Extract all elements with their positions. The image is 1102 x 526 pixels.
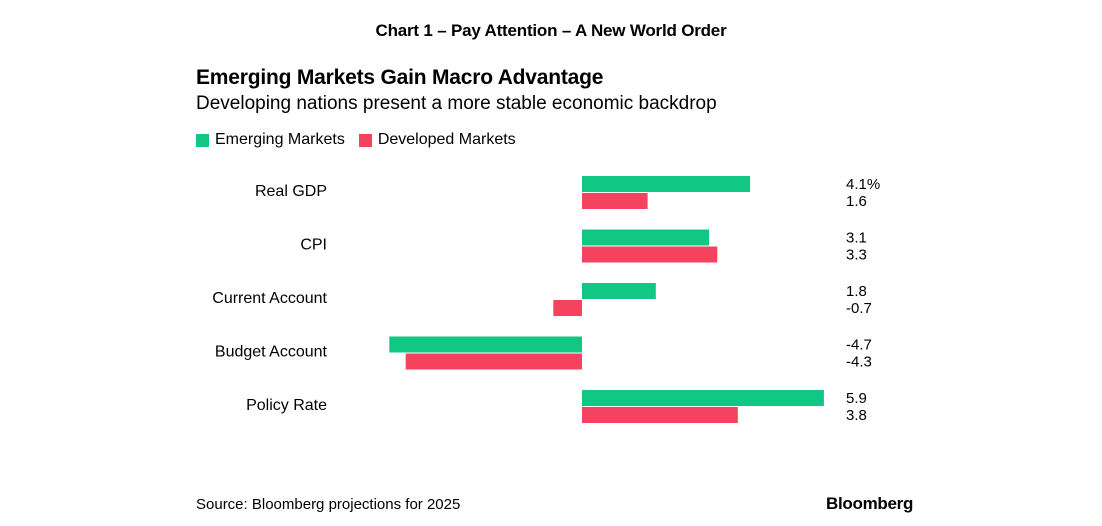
bar-emerging-markets-current-account bbox=[582, 283, 656, 299]
legend-swatch-developed bbox=[358, 133, 372, 147]
category-label-current-account: Current Account bbox=[212, 290, 327, 307]
legend-item-emerging: Emerging Markets bbox=[196, 131, 345, 149]
bar-emerging-markets-real-gdp bbox=[582, 176, 751, 192]
chart-title: Emerging Markets Gain Macro Advantage bbox=[196, 66, 604, 89]
value-label-developed-markets-policy-rate: 3.8 bbox=[846, 407, 867, 424]
legend-label-emerging: Emerging Markets bbox=[215, 131, 345, 148]
source-note: Source: Bloomberg projections for 2025 bbox=[196, 496, 461, 513]
bar-emerging-markets-budget-account bbox=[389, 336, 582, 353]
bar-developed-markets-current-account bbox=[553, 300, 582, 316]
chart-subtitle: Developing nations present a more stable… bbox=[196, 93, 717, 114]
category-label-budget-account: Budget Account bbox=[215, 344, 328, 361]
bar-emerging-markets-policy-rate bbox=[582, 390, 824, 406]
value-label-emerging-markets-cpi: 3.1 bbox=[846, 230, 867, 247]
chart-header: Chart 1 – Pay Attention – A New World Or… bbox=[375, 21, 727, 40]
value-label-developed-markets-current-account: -0.7 bbox=[846, 300, 872, 317]
category-label-policy-rate: Policy Rate bbox=[246, 397, 327, 414]
legend-item-developed: Developed Markets bbox=[358, 131, 516, 149]
legend-label-developed: Developed Markets bbox=[377, 131, 516, 148]
value-label-emerging-markets-real-gdp: 4.1% bbox=[846, 176, 880, 193]
bar-developed-markets-budget-account bbox=[405, 353, 582, 370]
bar-emerging-markets-cpi bbox=[582, 229, 710, 246]
value-label-developed-markets-real-gdp: 1.6 bbox=[846, 193, 867, 210]
value-label-emerging-markets-policy-rate: 5.9 bbox=[846, 390, 867, 407]
bar-developed-markets-cpi bbox=[582, 246, 718, 263]
category-label-cpi: CPI bbox=[300, 237, 327, 254]
bar-developed-markets-policy-rate bbox=[582, 407, 738, 423]
legend-swatch-emerging bbox=[196, 133, 209, 147]
value-label-developed-markets-budget-account: -4.3 bbox=[846, 354, 872, 371]
value-label-developed-markets-cpi: 3.3 bbox=[846, 247, 867, 264]
legend: Emerging Markets Developed Markets bbox=[196, 131, 530, 149]
value-label-emerging-markets-budget-account: -4.7 bbox=[846, 337, 872, 354]
bar-developed-markets-real-gdp bbox=[582, 193, 648, 209]
value-label-emerging-markets-current-account: 1.8 bbox=[846, 283, 867, 300]
category-label-real-gdp: Real GDP bbox=[255, 183, 327, 200]
brand-logo: Bloomberg bbox=[826, 494, 914, 513]
